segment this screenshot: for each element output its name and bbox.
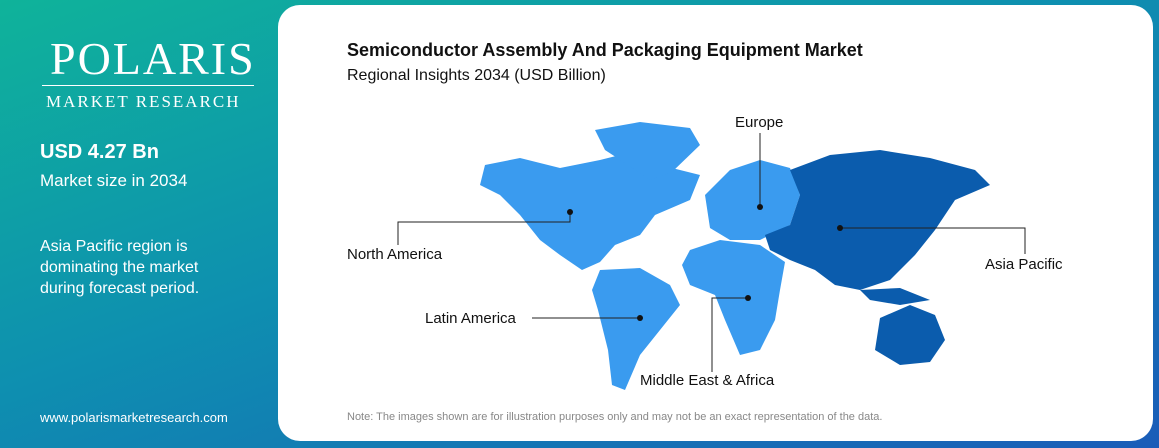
europe (705, 160, 800, 240)
asia (765, 150, 990, 290)
leader-line (840, 227, 1026, 254)
leader-line (711, 297, 748, 372)
region-label: Middle East & Africa (640, 372, 775, 389)
islands (860, 288, 930, 305)
greenland (595, 122, 700, 180)
region-label: Asia Pacific (985, 256, 1063, 273)
leader-dot (637, 315, 643, 321)
leader-dots (567, 204, 843, 321)
region-label: North America (347, 246, 443, 263)
asia-pacific-region (765, 150, 990, 365)
subtitle: Regional Insights 2034 (USD Billion) (347, 67, 606, 84)
region-label: Latin America (425, 310, 516, 327)
logo-subtitle: MARKET RESEARCH (46, 92, 241, 111)
insight: Asia Pacific region is dominating the ma… (40, 238, 200, 297)
australia (875, 305, 945, 365)
logo: POLARIS (50, 33, 256, 84)
region-label: Europe (735, 114, 784, 131)
leader-lines (397, 133, 1026, 372)
leader-dot (567, 209, 573, 215)
south-america (592, 268, 680, 390)
north-america (480, 150, 700, 270)
continents (480, 122, 800, 390)
note: Note: The images shown are for illustrat… (347, 411, 883, 423)
website: www.polarismarketresearch.com (40, 410, 228, 425)
title: Semiconductor Assembly And Packaging Equ… (347, 40, 863, 60)
market-size: USD 4.27 Bn (40, 141, 159, 163)
logo-rule (42, 85, 254, 86)
leader-dot (837, 225, 843, 231)
leader-dot (757, 204, 763, 210)
leader-dot (745, 295, 751, 301)
market-size-label: Market size in 2034 (40, 171, 188, 190)
leader-line (397, 212, 571, 245)
